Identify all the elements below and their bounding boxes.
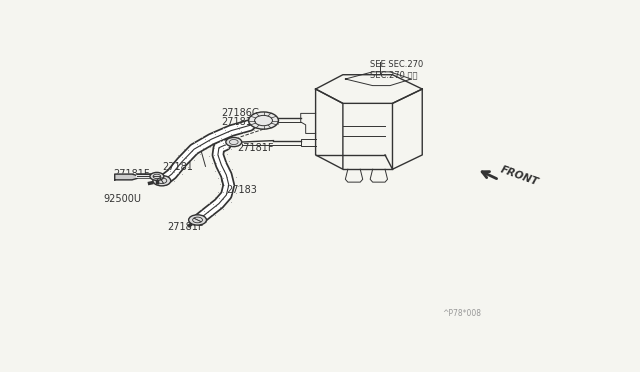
- Text: ^P78*008: ^P78*008: [442, 310, 481, 318]
- Text: 27183: 27183: [227, 185, 257, 195]
- Text: FRONT: FRONT: [499, 165, 540, 188]
- Circle shape: [150, 172, 164, 180]
- Text: 92500U: 92500U: [104, 194, 142, 204]
- Circle shape: [153, 176, 171, 186]
- Polygon shape: [115, 174, 137, 180]
- Text: 27181F: 27181F: [114, 169, 150, 179]
- Text: SEE SEC.270
SEC.270 参照: SEE SEC.270 SEC.270 参照: [370, 60, 424, 80]
- Circle shape: [189, 215, 207, 225]
- Text: 27186G: 27186G: [221, 108, 260, 118]
- Text: 27181F: 27181F: [237, 143, 274, 153]
- Circle shape: [226, 137, 242, 147]
- Text: 27181F: 27181F: [167, 222, 204, 232]
- Circle shape: [248, 112, 278, 129]
- Text: 27181F: 27181F: [221, 117, 258, 127]
- Text: 27181: 27181: [162, 162, 193, 172]
